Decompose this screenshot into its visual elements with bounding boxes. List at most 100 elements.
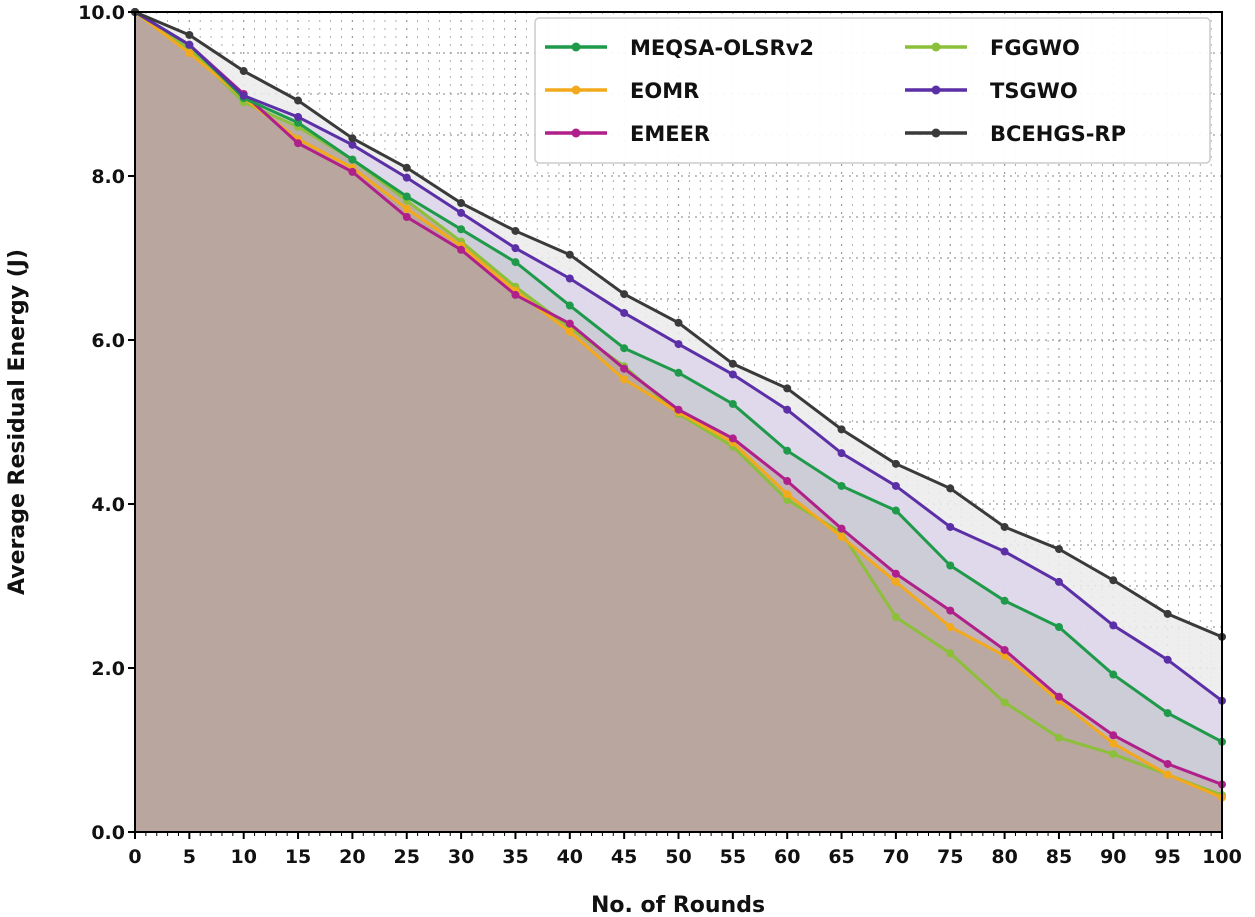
point-bcehgs-rp <box>1000 522 1009 531</box>
point-eomr <box>402 204 411 213</box>
x-tick-label: 55 <box>720 846 746 868</box>
point-tsgwo <box>185 40 194 49</box>
point-bcehgs-rp <box>1054 545 1063 554</box>
legend-box <box>534 17 1211 164</box>
legend: MEQSA-OLSRv2 EOMR EMEER FGGWO TSGWO BCEHGS-RP <box>534 17 1211 164</box>
point-tsgwo <box>674 340 683 349</box>
point-fggwo <box>1109 750 1118 759</box>
point-emeer <box>348 167 357 176</box>
point-fggwo <box>1054 733 1063 742</box>
x-tick-label: 60 <box>774 846 800 868</box>
x-tick-label: 30 <box>448 846 474 868</box>
point-eomr <box>1163 770 1172 779</box>
point-bcehgs-rp <box>674 318 683 327</box>
point-eomr <box>783 490 792 499</box>
point-emeer <box>511 290 520 299</box>
point-emeer <box>837 524 846 533</box>
point-bcehgs-rp <box>511 226 520 235</box>
point-tsgwo <box>1163 655 1172 664</box>
point-tsgwo <box>1054 577 1063 586</box>
point-bcehgs-rp <box>294 96 303 105</box>
point-meqsa-olsrv2 <box>348 155 357 164</box>
point-bcehgs-rp <box>1109 576 1118 585</box>
point-bcehgs-rp <box>185 30 194 39</box>
point-tsgwo <box>348 140 357 149</box>
point-fggwo <box>946 649 955 658</box>
point-tsgwo <box>728 370 737 379</box>
point-bcehgs-rp <box>620 290 629 299</box>
point-emeer <box>294 139 303 148</box>
x-tick-label: 65 <box>828 846 854 868</box>
point-emeer <box>674 405 683 414</box>
series-lines <box>131 8 1226 802</box>
y-tick-label: 8.0 <box>91 166 125 188</box>
point-meqsa-olsrv2 <box>674 368 683 377</box>
point-tsgwo <box>946 522 955 531</box>
legend-marker <box>571 128 581 138</box>
y-axis-ticks: 0.0 2.0 4.0 6.0 8.0 10.0 <box>78 2 135 844</box>
point-fggwo <box>891 613 900 622</box>
point-meqsa-olsrv2 <box>728 399 737 408</box>
legend-marker <box>571 42 581 52</box>
point-emeer <box>620 364 629 373</box>
point-bcehgs-rp <box>837 425 846 434</box>
x-tick-label: 5 <box>183 846 196 868</box>
x-tick-label: 0 <box>128 846 141 868</box>
point-meqsa-olsrv2 <box>783 446 792 455</box>
point-eomr <box>620 375 629 384</box>
x-axis-ticks: 0 5 10 15 20 25 30 35 40 45 50 55 60 65 70 75 80 85 90 95 10… <box>128 832 1242 868</box>
point-tsgwo <box>294 112 303 121</box>
x-tick-label: 75 <box>937 846 963 868</box>
point-tsgwo <box>511 244 520 253</box>
point-meqsa-olsrv2 <box>891 506 900 515</box>
point-emeer <box>1163 759 1172 768</box>
point-eomr <box>1000 651 1009 660</box>
y-tick-label: 4.0 <box>91 494 125 516</box>
point-emeer <box>1109 731 1118 740</box>
point-meqsa-olsrv2 <box>1000 596 1009 605</box>
point-bcehgs-rp <box>402 163 411 172</box>
point-tsgwo <box>783 405 792 414</box>
x-tick-label: 10 <box>230 846 256 868</box>
point-emeer <box>565 319 574 328</box>
legend-label: EMEER <box>630 122 710 146</box>
legend-label: TSGWO <box>990 79 1078 103</box>
y-tick-label: 10.0 <box>78 2 125 24</box>
point-emeer <box>1054 692 1063 701</box>
point-eomr <box>1109 739 1118 748</box>
y-tick-label: 2.0 <box>91 658 125 680</box>
point-bcehgs-rp <box>783 384 792 393</box>
point-eomr <box>565 327 574 336</box>
point-tsgwo <box>620 308 629 317</box>
point-bcehgs-rp <box>239 67 248 76</box>
x-tick-label: 20 <box>339 846 365 868</box>
point-tsgwo <box>565 274 574 283</box>
legend-marker <box>931 42 941 52</box>
point-tsgwo <box>457 208 466 217</box>
legend-marker <box>931 128 941 138</box>
point-eomr <box>185 49 194 57</box>
point-eomr <box>946 623 955 631</box>
y-tick-label: 6.0 <box>91 330 125 352</box>
legend-label: EOMR <box>630 79 699 103</box>
point-tsgwo <box>1000 547 1009 556</box>
x-tick-label: 50 <box>665 846 691 868</box>
x-tick-label: 80 <box>991 846 1017 868</box>
point-meqsa-olsrv2 <box>1163 709 1172 718</box>
point-meqsa-olsrv2 <box>1109 670 1118 679</box>
point-emeer <box>457 245 466 254</box>
point-tsgwo <box>402 173 411 182</box>
point-eomr <box>891 577 900 586</box>
point-emeer <box>402 213 411 221</box>
point-bcehgs-rp <box>728 359 737 368</box>
y-tick-label: 0.0 <box>91 822 125 844</box>
point-emeer <box>1000 645 1009 654</box>
x-tick-label: 15 <box>285 846 311 868</box>
point-meqsa-olsrv2 <box>837 481 846 490</box>
x-tick-label: 40 <box>557 846 583 868</box>
point-fggwo <box>783 495 792 504</box>
point-meqsa-olsrv2 <box>511 258 520 267</box>
point-bcehgs-rp <box>946 484 955 493</box>
legend-label: FGGWO <box>990 36 1080 60</box>
